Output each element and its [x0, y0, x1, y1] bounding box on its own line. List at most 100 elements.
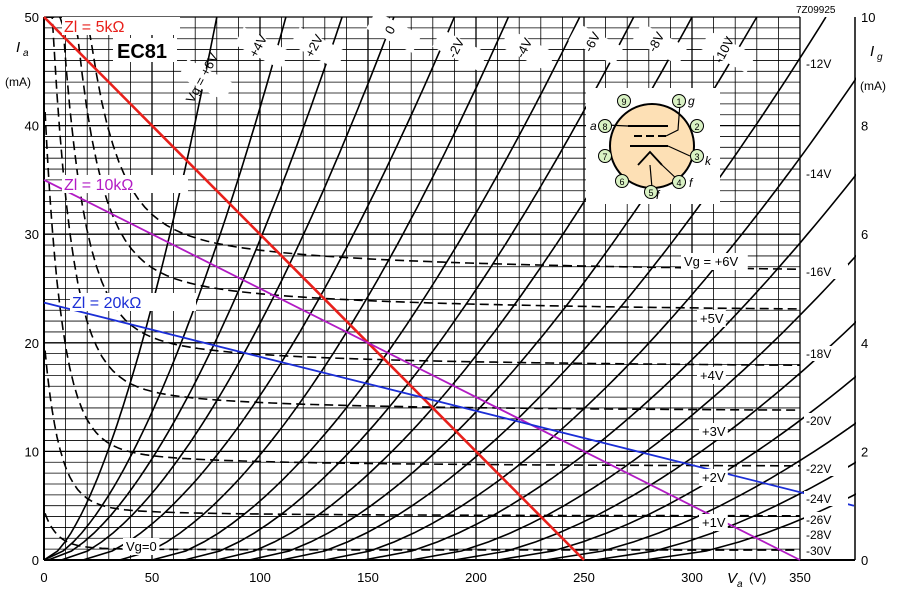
y-left-tick-label: 0 [32, 553, 39, 568]
pin-circle [617, 94, 631, 108]
grid-current-label-bg [697, 367, 726, 384]
figure-code: 7Z09925 [796, 5, 836, 16]
pin-letter-k: k [705, 154, 712, 168]
load-line-label: Zl = 20kΩ [72, 295, 141, 312]
pin-circle [615, 174, 629, 188]
grid-current-curve [44, 111, 800, 467]
x-tick-label: 300 [681, 570, 703, 585]
x-axis-symbol: a [737, 579, 743, 590]
plate-curve [544, 422, 856, 560]
grid-current-curve [45, 17, 801, 366]
x-tick-label: 250 [573, 570, 595, 585]
pin-number: 5 [648, 188, 653, 198]
plate-curve-label-bg [804, 56, 848, 71]
y-left-tick-label: 50 [25, 10, 39, 25]
plate-curve-label: -22V [806, 462, 831, 476]
plate-curve-label-bg [568, 22, 624, 66]
plate-curve-label-bg [432, 28, 488, 72]
grid-current-label-bg [699, 514, 728, 531]
pin-number: 4 [676, 178, 681, 188]
grid-current-label-bg [699, 469, 728, 486]
pin-number: 1 [676, 97, 681, 107]
plate-curve-label-bg [700, 30, 756, 74]
x-axis-label: V [727, 570, 739, 587]
grid-current-label: +2V [702, 470, 726, 485]
tube-pinout-diagram: 1 2 3 4 5 6 7 8 9 g k f f a [586, 88, 720, 204]
pin-letter-a: a [590, 119, 597, 133]
load-line-label-bg [70, 293, 196, 311]
plate-curve-label-bg [178, 58, 234, 102]
labels-layer: 0 50 100 150 200 250 300 350 0 10 20 30 40 50 0 2 4 6 8 10 V… [25, 10, 876, 585]
y-right-tick-label: 2 [861, 444, 868, 459]
grid-current-curve [45, 17, 801, 411]
plate-curve-label-bg [804, 543, 848, 558]
grid-current-label-bg [699, 423, 728, 440]
grid-current-curve [44, 350, 800, 517]
pin-circle [644, 185, 658, 199]
grid-current-label: +4V [700, 368, 724, 383]
grid-current-curve [45, 17, 801, 270]
plate-curve [184, 17, 635, 560]
pin-letter-f-bottom: f [656, 188, 661, 202]
y-right-axis-unit: (mA) [860, 79, 886, 93]
pin-number: 6 [619, 177, 624, 187]
grid-current-label-bg [123, 538, 160, 555]
pin-circle [690, 119, 704, 133]
y-right-tick-label: 8 [861, 119, 868, 134]
pin-circle [598, 149, 612, 163]
pin-circle [598, 119, 612, 133]
grid-current-label-bg [697, 310, 726, 327]
plate-curve [454, 320, 856, 560]
pin-number: 9 [621, 97, 626, 107]
pin-number: 2 [694, 122, 699, 132]
plate-curve-label-bg [804, 461, 848, 476]
plate-curve-label: -26V [806, 513, 831, 527]
plate-curve-label: -18V [806, 347, 831, 361]
y-right-axis-label: I [870, 43, 874, 60]
plate-curve [324, 77, 856, 560]
y-left-tick-label: 20 [25, 336, 39, 351]
grid-current-label: +3V [702, 424, 726, 439]
plate-curve-label-bg [804, 346, 848, 361]
pin-circle [672, 94, 686, 108]
x-axis-unit: (V) [749, 570, 766, 585]
plate-curve-label: -16V [806, 265, 831, 279]
x-tick-label: 150 [357, 570, 379, 585]
load-line-label: Zl = 10kΩ [64, 177, 133, 194]
pin-number: 7 [602, 152, 607, 162]
x-tick-label: 100 [249, 570, 271, 585]
grid-current-label: Vg=0 [126, 539, 157, 554]
plate-curve-label: -28V [806, 528, 831, 542]
load-line-label-bg [62, 17, 180, 35]
heater-filament [637, 150, 663, 166]
pin-number: 3 [694, 152, 699, 162]
x-tick-label: 200 [465, 570, 487, 585]
pin-circle [690, 149, 704, 163]
plate-curve-label-bg [500, 28, 556, 72]
plate-curve [61, 17, 395, 560]
pin-letter-f-right: f [689, 176, 694, 190]
plate-curve-label-bg [804, 527, 848, 542]
plate-curve [44, 17, 287, 560]
load-line [43, 179, 801, 561]
y-left-axis-unit: (mA) [5, 75, 31, 89]
plate-curve-label: -30V [806, 544, 831, 558]
plate-curve-label-bg [632, 22, 688, 66]
plate-curve-label: -20V [806, 414, 831, 428]
plate-curve-label: -12V [806, 57, 831, 71]
plate-curve-label-bg [804, 264, 848, 279]
grid-current-label: +5V [700, 311, 724, 326]
plate-curve-label-bg [234, 26, 290, 70]
x-tick-label: 50 [145, 570, 159, 585]
grid-current-curve [44, 513, 800, 551]
load-line [43, 16, 585, 561]
plate-curve [44, 17, 218, 560]
plate-curve-label-bg [804, 413, 848, 428]
plate-curve [151, 17, 581, 560]
grid-lead [665, 102, 681, 137]
y-right-axis-symbol: g [877, 52, 883, 63]
y-left-axis-label: I [16, 39, 20, 56]
plate-curve [363, 173, 856, 560]
load-line-label-bg [62, 175, 188, 193]
